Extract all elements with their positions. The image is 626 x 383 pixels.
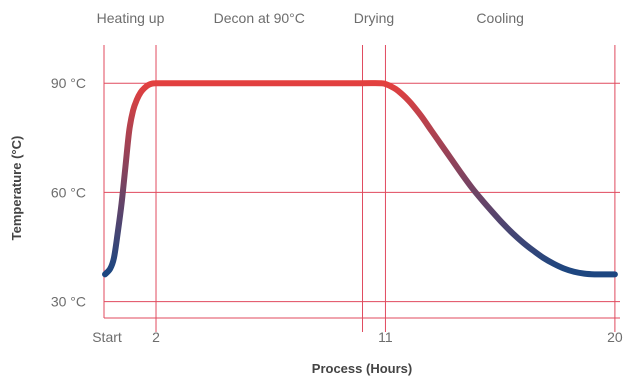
phase-label-4: Cooling [476, 10, 523, 26]
x-tick-label-1: Start [92, 329, 122, 345]
phase-label-3: Drying [354, 10, 394, 26]
x-axis-title: Process (Hours) [312, 361, 412, 376]
phase-labels: Heating up Decon at 90°C Drying Cooling [97, 10, 524, 26]
y-tick-label-60: 60 °C [51, 184, 86, 200]
phase-label-1: Heating up [97, 10, 165, 26]
x-tick-label-4: 20 [607, 329, 623, 345]
y-axis-title: Temperature (°C) [9, 136, 24, 241]
phase-label-2: Decon at 90°C [214, 10, 305, 26]
grid-lines [103, 45, 620, 332]
temperature-curve [102, 80, 618, 278]
y-tick-label-90: 90 °C [51, 75, 86, 91]
x-tick-label-3: 11 [378, 329, 393, 345]
y-tick-label-30: 30 °C [51, 294, 86, 310]
temperature-curve-layer [102, 80, 618, 278]
x-tick-labels: Start 2 11 20 [92, 329, 623, 345]
x-tick-label-2: 2 [152, 329, 160, 345]
y-tick-labels: 30 °C 60 °C 90 °C [51, 75, 86, 309]
